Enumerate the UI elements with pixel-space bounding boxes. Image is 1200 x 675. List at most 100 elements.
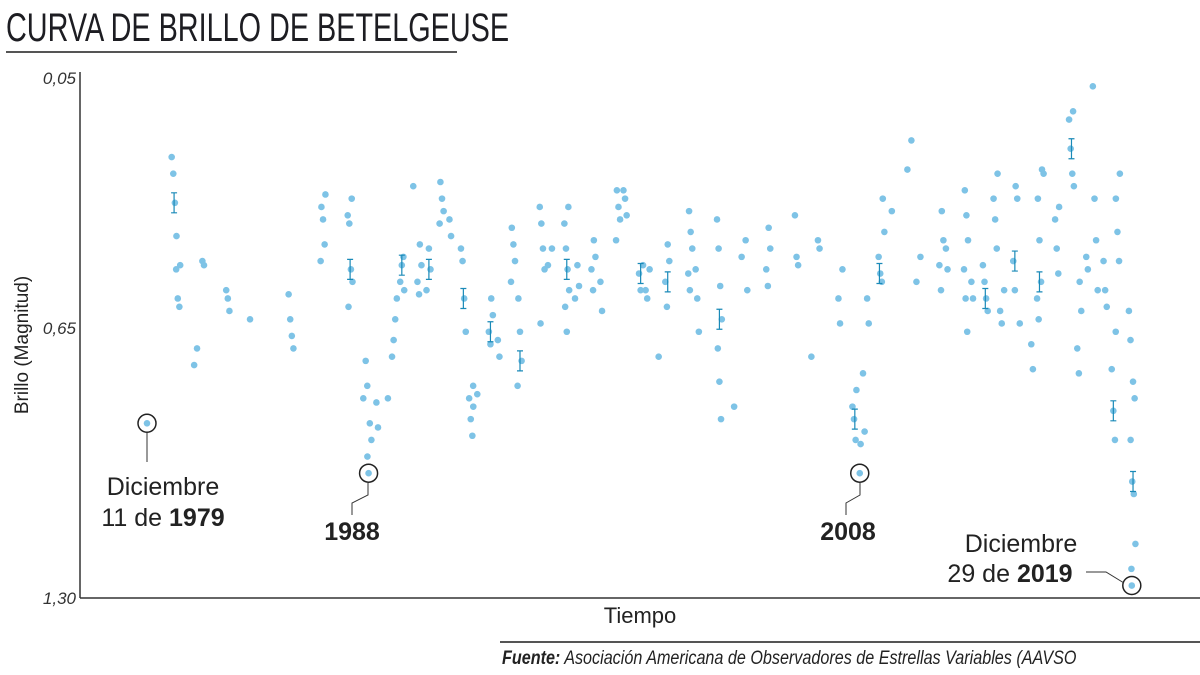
data-point bbox=[1075, 370, 1083, 377]
data-point bbox=[1034, 195, 1042, 202]
data-point bbox=[859, 370, 867, 377]
data-point bbox=[286, 315, 294, 323]
error-bar bbox=[1011, 250, 1018, 272]
data-point bbox=[1094, 286, 1102, 294]
data-point bbox=[716, 282, 724, 290]
data-point bbox=[646, 266, 653, 273]
data-point bbox=[224, 295, 232, 302]
data-point bbox=[936, 261, 943, 269]
data-point bbox=[908, 137, 915, 144]
data-point bbox=[913, 278, 920, 286]
data-point bbox=[917, 253, 924, 261]
annotation-line1: Diciembre bbox=[965, 530, 1078, 558]
data-point bbox=[374, 424, 382, 431]
data-point bbox=[791, 211, 799, 219]
data-point bbox=[664, 241, 672, 248]
data-point bbox=[173, 232, 180, 240]
annotation-year: 2008 bbox=[820, 518, 876, 546]
error-bar bbox=[516, 350, 523, 372]
data-point bbox=[1092, 236, 1100, 244]
data-point bbox=[1112, 195, 1120, 202]
source-divider bbox=[500, 641, 1200, 643]
data-point bbox=[176, 303, 183, 311]
data-point bbox=[963, 211, 970, 219]
data-point bbox=[548, 245, 556, 252]
data-point bbox=[613, 187, 621, 194]
data-point bbox=[642, 286, 649, 294]
data-point bbox=[409, 182, 417, 190]
data-point bbox=[539, 245, 547, 252]
error-bar bbox=[716, 308, 723, 330]
data-point bbox=[852, 436, 859, 444]
data-point bbox=[738, 253, 745, 261]
data-point bbox=[494, 336, 502, 344]
data-point bbox=[1112, 328, 1120, 336]
data-point bbox=[1131, 395, 1138, 402]
highlight-markers bbox=[137, 413, 1142, 596]
data-point bbox=[616, 216, 624, 223]
error-bar bbox=[460, 287, 467, 310]
data-point bbox=[1037, 278, 1045, 286]
data-point bbox=[200, 261, 208, 269]
data-point bbox=[1091, 195, 1098, 202]
data-point bbox=[990, 195, 997, 202]
data-point bbox=[487, 295, 495, 302]
data-point bbox=[518, 357, 525, 365]
data-point bbox=[564, 266, 571, 273]
annotation-line1: Diciembre bbox=[107, 473, 220, 501]
data-point bbox=[984, 307, 992, 315]
data-point bbox=[1132, 540, 1139, 548]
data-point bbox=[438, 195, 446, 202]
data-point bbox=[875, 253, 882, 261]
error-bar bbox=[347, 258, 354, 280]
data-point bbox=[686, 286, 694, 294]
data-point bbox=[968, 278, 975, 286]
data-point bbox=[1084, 266, 1092, 273]
error-bar bbox=[425, 258, 432, 280]
annotation-year: 1988 bbox=[324, 518, 380, 546]
data-point bbox=[693, 295, 701, 302]
data-point bbox=[393, 295, 401, 302]
chart-title: CURVA DE BRILLO DE BETELGEUSE bbox=[6, 6, 510, 50]
error-bar bbox=[1036, 271, 1043, 293]
y-axis-label: Brillo (Magnitud) bbox=[12, 276, 33, 414]
data-point bbox=[730, 403, 738, 410]
data-point bbox=[1108, 365, 1116, 373]
data-point bbox=[344, 211, 352, 219]
data-point bbox=[416, 241, 424, 248]
data-point bbox=[1082, 253, 1090, 261]
data-point bbox=[713, 216, 721, 223]
data-point bbox=[176, 261, 184, 269]
data-point bbox=[169, 170, 177, 177]
y-tick-label: 0,05 bbox=[43, 69, 77, 88]
data-point bbox=[345, 303, 352, 311]
data-point bbox=[1036, 236, 1043, 244]
data-point bbox=[835, 295, 842, 302]
data-point bbox=[766, 245, 774, 252]
data-point bbox=[861, 428, 868, 435]
data-point bbox=[597, 278, 604, 286]
data-point bbox=[1029, 365, 1037, 373]
data-point bbox=[565, 286, 573, 294]
data-point bbox=[193, 345, 201, 352]
data-point bbox=[588, 266, 595, 273]
data-point bbox=[762, 266, 770, 273]
data-point bbox=[538, 220, 545, 227]
data-point bbox=[590, 236, 598, 244]
error-bar bbox=[1110, 400, 1117, 422]
data-point bbox=[400, 253, 407, 261]
data-point bbox=[246, 315, 254, 323]
error-bar bbox=[982, 287, 989, 310]
data-point bbox=[996, 307, 1004, 315]
data-point bbox=[536, 203, 544, 211]
data-point bbox=[515, 295, 522, 302]
data-point bbox=[1116, 170, 1124, 177]
data-point bbox=[346, 220, 353, 227]
data-point bbox=[688, 245, 696, 252]
data-point bbox=[172, 266, 180, 273]
data-point bbox=[425, 245, 433, 252]
data-point bbox=[359, 395, 367, 402]
data-point bbox=[904, 166, 911, 173]
data-point bbox=[473, 390, 481, 398]
